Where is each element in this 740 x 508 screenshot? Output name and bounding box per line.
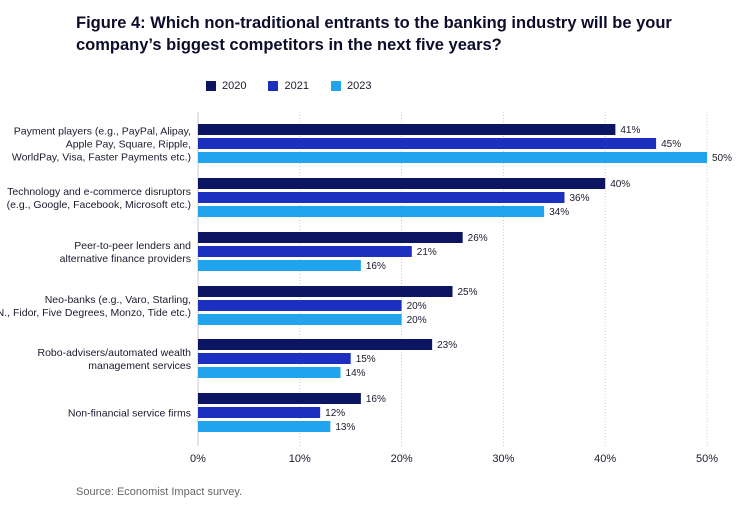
data-label: 16% [366,394,386,405]
data-label: 20% [407,301,427,312]
legend-label-2023: 2023 [346,80,372,92]
category-label-line: Peer-to-peer lenders and [74,240,191,252]
legend-item-2021: 2021 [268,80,309,92]
category-label-line: WorldPay, Visa, Faster Payments etc.) [12,152,191,164]
category-label-line: Payment players (e.g., PayPal, Alipay, [14,126,191,138]
bar-2023 [198,314,402,325]
x-tick-label: 20% [391,453,413,465]
bar-2023 [198,206,545,217]
bar-2023 [198,152,707,163]
legend-swatch-2020 [206,81,216,91]
legend-swatch-2023 [330,81,341,91]
data-label: 21% [417,247,437,258]
category-label-line: Neo-banks (e.g., Varo, Starling, [45,294,191,306]
data-label: 45% [661,139,681,150]
data-label: 26% [468,233,488,244]
category-label-line: Technology and e-commerce disruptors [7,186,191,198]
category-label: Neo-banks (e.g., Varo, Starling, N., Fido… [0,294,191,319]
bar-2020 [198,124,616,135]
x-tick-label: 40% [594,453,616,465]
data-label: 36% [569,193,589,204]
data-label: 12% [325,408,345,419]
bar-2020 [198,232,463,243]
bar-2021 [198,300,402,311]
bar-2020 [198,339,433,350]
category-label-line: Robo-advisers/automated wealth [37,347,191,359]
bar-2021 [198,353,351,364]
bar-2021 [198,246,412,257]
category-label-line: Non-financial service firms [68,408,191,420]
category-label: Technology and e-commerce disruptors (e.g… [7,186,191,211]
category-label-line: Apple Pay, Square, Ripple, [66,139,191,151]
chart-title: Figure 4: Which non-traditional entrants… [76,14,672,54]
bar-2021 [198,407,321,418]
x-tick-label: 50% [696,453,718,465]
legend-swatch-2021 [268,81,279,91]
data-label: 50% [712,153,732,164]
category-label: Non-financial service firms [68,408,191,420]
x-tick-label: 10% [289,453,311,465]
bar-2021 [198,138,657,149]
bar-2023 [198,260,361,271]
bar-2021 [198,192,565,203]
data-label: 23% [437,340,457,351]
data-label: 13% [335,422,355,433]
category-label: Robo-advisers/automated wealth management… [37,347,191,372]
bar-2023 [198,367,341,378]
category-label-line: alternative finance providers [60,253,191,265]
data-label: 15% [356,354,376,365]
x-tick-label: 30% [492,453,514,465]
legend-item-2023: 2023 [330,80,372,92]
data-label: 14% [346,368,366,379]
legend-label-2020: 2020 [222,80,247,92]
data-label: 16% [366,261,386,272]
bar-2020 [198,178,606,189]
x-tick-label: 0% [190,453,206,465]
legend-label-2021: 2021 [284,80,309,92]
data-label: 25% [458,287,478,298]
category-label: Payment players (e.g., PayPal, Alipay, Ap… [12,126,191,164]
bar-2023 [198,421,331,432]
category-label: Peer-to-peer lenders and alternative fina… [60,240,191,265]
category-label-line: management services [88,360,191,372]
data-label: 40% [610,179,630,190]
data-label: 20% [407,315,427,326]
source-note: Source: Economist Impact survey. [76,486,243,498]
bar-2020 [198,286,453,297]
category-label-line: N., Fidor, Five Degrees, Monzo, Tide etc… [0,307,191,319]
data-label: 34% [549,207,569,218]
bar-2020 [198,393,361,404]
category-label-line: (e.g., Google, Facebook, Microsoft etc.) [7,199,191,211]
data-label: 41% [620,125,640,136]
legend-item-2020: 2020 [206,80,246,92]
legend: 2020 2021 2023 [206,80,371,92]
